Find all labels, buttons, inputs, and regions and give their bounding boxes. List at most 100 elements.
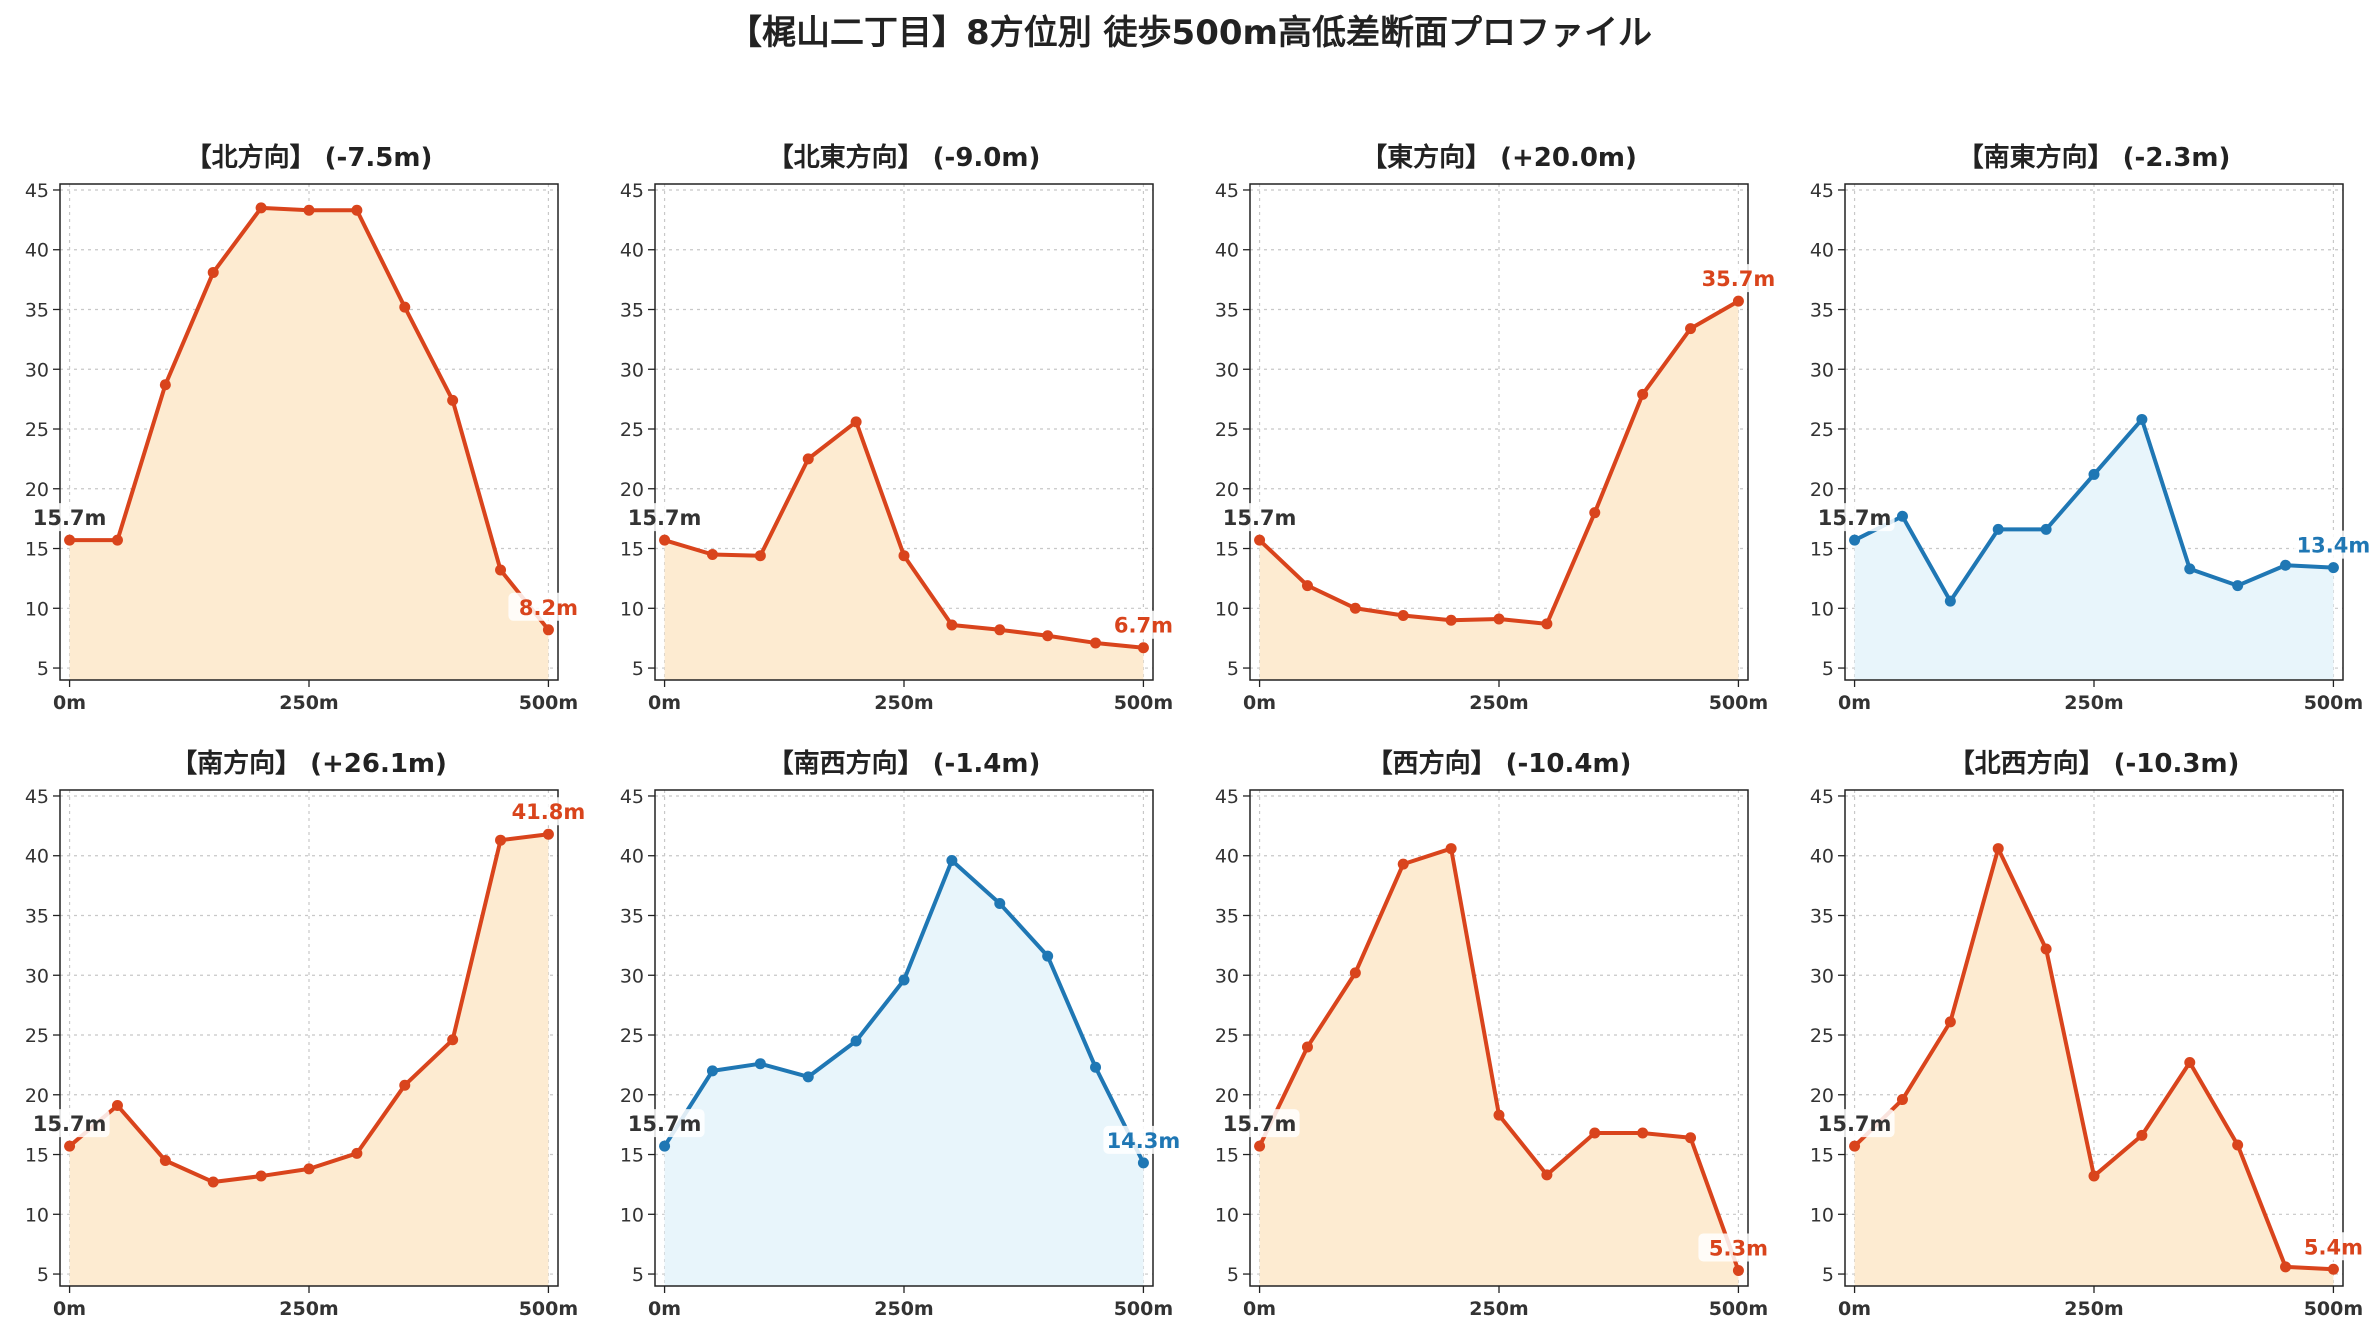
y-tick-label: 40 xyxy=(25,240,49,262)
end-label: 14.3m xyxy=(1107,1129,1181,1153)
data-point xyxy=(64,534,76,546)
y-tick-label: 35 xyxy=(620,299,644,321)
y-tick-label: 15 xyxy=(1215,1145,1239,1167)
end-label: 5.3m xyxy=(1709,1236,1768,1260)
data-point xyxy=(303,204,315,216)
start-label-bg xyxy=(624,503,705,532)
x-tick-label: 500m xyxy=(1709,692,1768,714)
y-tick-label: 25 xyxy=(1810,419,1834,441)
data-point xyxy=(2280,559,2292,571)
y-tick-label: 40 xyxy=(1810,240,1834,262)
y-tick-label: 40 xyxy=(620,240,644,262)
subplot-title: 【南西方向】 (-1.4m) xyxy=(768,748,1041,779)
data-point xyxy=(1992,843,2004,855)
data-point xyxy=(1944,595,1956,607)
y-tick-label: 10 xyxy=(620,598,644,620)
y-tick-label: 30 xyxy=(1810,965,1834,987)
y-tick-label: 25 xyxy=(1215,1025,1239,1047)
end-label: 8.2m xyxy=(519,596,578,620)
data-point xyxy=(1137,1157,1149,1169)
area-fill xyxy=(69,207,549,680)
y-tick-label: 45 xyxy=(620,180,644,202)
data-point xyxy=(159,379,171,391)
x-tick-label: 250m xyxy=(279,692,338,714)
data-point xyxy=(207,266,219,278)
data-point xyxy=(850,1035,862,1047)
data-point xyxy=(399,1079,411,1091)
page-title: 【梶山二丁目】8方位別 徒歩500m高低差断面プロファイル xyxy=(728,13,1652,53)
x-tick-label: 500m xyxy=(1114,692,1173,714)
data-point xyxy=(1849,1140,1861,1152)
data-point xyxy=(1397,858,1409,870)
data-point xyxy=(1685,1132,1697,1144)
x-tick-label: 0m xyxy=(648,1298,681,1320)
data-point xyxy=(1589,507,1601,519)
y-tick-label: 20 xyxy=(620,479,644,501)
end-label-bg xyxy=(1698,264,1779,293)
subplot-5: 【南方向】 (+26.1m) 5 10 15 20 25 30 35 40 45 0m 250m 500… xyxy=(25,748,589,1320)
y-tick-label: 30 xyxy=(620,965,644,987)
subplot-3: 【東方向】 (+20.0m) 5 10 15 20 25 30 35 40 45 0m 250m 500… xyxy=(1215,142,1779,714)
start-label-bg xyxy=(1814,503,1895,532)
subplot-title: 【南方向】 (+26.1m) xyxy=(171,748,447,779)
y-tick-label: 20 xyxy=(25,479,49,501)
start-label-bg xyxy=(624,1109,705,1138)
x-tick-label: 250m xyxy=(279,1298,338,1320)
data-point xyxy=(1301,580,1313,592)
x-tick-label: 0m xyxy=(1243,1298,1276,1320)
y-tick-label: 10 xyxy=(1215,598,1239,620)
y-tick-label: 10 xyxy=(620,1204,644,1226)
data-point xyxy=(399,301,411,313)
start-label: 15.7m xyxy=(1223,1112,1297,1136)
data-point xyxy=(1090,637,1102,649)
data-point xyxy=(946,855,958,867)
y-tick-label: 35 xyxy=(1810,905,1834,927)
data-point xyxy=(351,1147,363,1159)
x-tick-label: 0m xyxy=(1243,692,1276,714)
y-tick-label: 35 xyxy=(620,905,644,927)
data-point xyxy=(1254,534,1266,546)
start-label-bg xyxy=(29,1109,110,1138)
data-point xyxy=(2327,1263,2339,1275)
y-tick-label: 15 xyxy=(620,1145,644,1167)
x-tick-label: 0m xyxy=(1838,692,1871,714)
x-tick-label: 0m xyxy=(1838,1298,1871,1320)
subplot-title: 【南東方向】 (-2.3m) xyxy=(1958,142,2231,173)
data-point xyxy=(1896,510,1908,522)
data-point xyxy=(2040,523,2052,535)
y-tick-label: 15 xyxy=(1810,539,1834,561)
y-tick-label: 5 xyxy=(1822,1264,1834,1286)
end-label: 41.8m xyxy=(512,800,586,824)
start-label: 15.7m xyxy=(33,1112,107,1136)
y-tick-label: 10 xyxy=(1810,598,1834,620)
y-tick-label: 45 xyxy=(25,786,49,808)
y-tick-label: 20 xyxy=(1810,479,1834,501)
data-point xyxy=(351,204,363,216)
x-tick-label: 500m xyxy=(519,1298,578,1320)
data-point xyxy=(1042,950,1054,962)
y-tick-label: 25 xyxy=(25,419,49,441)
y-tick-label: 10 xyxy=(1810,1204,1834,1226)
y-tick-label: 45 xyxy=(1215,786,1239,808)
data-point xyxy=(946,619,958,631)
data-point xyxy=(850,416,862,428)
start-label: 15.7m xyxy=(1818,1112,1892,1136)
y-tick-label: 30 xyxy=(1215,359,1239,381)
data-point xyxy=(1637,388,1649,400)
y-tick-label: 30 xyxy=(25,359,49,381)
data-point xyxy=(1944,1016,1956,1028)
area-fill xyxy=(1259,848,1739,1286)
data-point xyxy=(255,1170,267,1182)
data-point xyxy=(64,1140,76,1152)
subplot-title: 【北東方向】 (-9.0m) xyxy=(768,142,1041,173)
y-tick-label: 35 xyxy=(1810,299,1834,321)
end-label-bg xyxy=(1698,1233,1779,1262)
subplot-1: 【北方向】 (-7.5m) 5 10 15 20 25 30 35 40 45 0m 250m 500m… xyxy=(25,142,589,714)
y-tick-label: 45 xyxy=(1215,180,1239,202)
data-point xyxy=(542,828,554,840)
y-tick-label: 45 xyxy=(620,786,644,808)
subplot-title: 【西方向】 (-10.4m) xyxy=(1367,748,1632,779)
area-fill xyxy=(1854,419,2334,680)
data-point xyxy=(706,549,718,561)
